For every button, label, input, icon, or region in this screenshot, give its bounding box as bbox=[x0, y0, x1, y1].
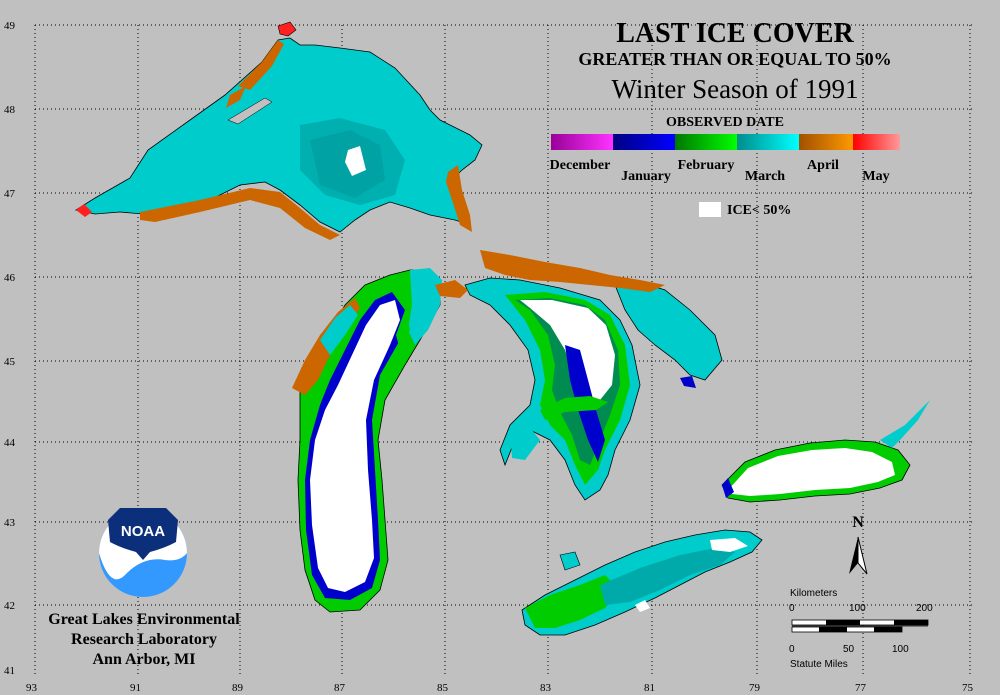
legend-label-december: December bbox=[550, 158, 611, 173]
lon-label-93: 93 bbox=[26, 682, 38, 694]
map-subtitle: GREATER THAN OR EQUAL TO 50% bbox=[578, 49, 891, 69]
map-title: LAST ICE COVER bbox=[616, 18, 854, 49]
lake-michigan bbox=[292, 268, 442, 613]
lat-label-43: 43 bbox=[4, 517, 16, 529]
legend-label-april: April bbox=[807, 158, 839, 173]
longitude-labels: 93 91 89 87 85 83 81 79 77 75 bbox=[26, 682, 974, 694]
lon-label-79: 79 bbox=[749, 682, 761, 694]
scale-bar: Kilometers 0 100 200 0 50 100 Statute Mi… bbox=[789, 588, 933, 670]
credit-line-1: Great Lakes Environmental bbox=[48, 611, 240, 628]
scale-mi-tick-100: 100 bbox=[892, 644, 909, 655]
north-arrow-label: N bbox=[852, 514, 864, 531]
lon-label-75: 75 bbox=[962, 682, 974, 694]
scale-km-label: Kilometers bbox=[790, 588, 837, 599]
lat-label-46: 46 bbox=[4, 272, 16, 284]
legend-ice-swatch bbox=[699, 202, 721, 217]
legend-label-january: January bbox=[621, 169, 671, 184]
noaa-logo: NOAA bbox=[99, 508, 187, 597]
legend-label-march: March bbox=[745, 169, 785, 184]
lon-label-91: 91 bbox=[130, 682, 141, 694]
scale-mi-tick-0: 0 bbox=[789, 644, 795, 655]
legend-swatch-april bbox=[799, 134, 853, 150]
credit-line-2: Research Laboratory bbox=[71, 631, 217, 648]
lat-label-49: 49 bbox=[4, 20, 16, 32]
noaa-logo-text: NOAA bbox=[121, 523, 165, 540]
legend-swatch-december bbox=[551, 134, 613, 150]
legend-swatch-march bbox=[737, 134, 799, 150]
lon-label-83: 83 bbox=[540, 682, 552, 694]
legend-heading: OBSERVED DATE bbox=[666, 115, 784, 130]
lon-label-81: 81 bbox=[644, 682, 655, 694]
legend-swatch-january bbox=[613, 134, 675, 150]
scale-mi-tick-50: 50 bbox=[843, 644, 855, 655]
lon-label-89: 89 bbox=[232, 682, 244, 694]
lon-label-77: 77 bbox=[855, 682, 867, 694]
scale-km-tick-0: 0 bbox=[789, 603, 795, 614]
lat-label-41: 41 bbox=[4, 665, 15, 677]
legend-color-bar bbox=[551, 134, 900, 150]
lake-erie bbox=[521, 529, 763, 636]
lat-label-48: 48 bbox=[4, 104, 16, 116]
scale-km-tick-200: 200 bbox=[916, 603, 933, 614]
scale-km-tick-100: 100 bbox=[849, 603, 866, 614]
lat-label-47: 47 bbox=[4, 188, 16, 200]
legend-swatch-february bbox=[675, 134, 737, 150]
lake-huron bbox=[435, 250, 723, 501]
credit-line-3: Ann Arbor, MI bbox=[93, 651, 196, 668]
lat-label-45: 45 bbox=[4, 356, 16, 368]
legend-ice-label: ICE< 50% bbox=[727, 203, 791, 218]
legend-label-may: May bbox=[862, 169, 889, 184]
lat-label-42: 42 bbox=[4, 600, 15, 612]
lat-label-44: 44 bbox=[4, 437, 16, 449]
north-arrow: N bbox=[849, 514, 868, 575]
legend-label-february: February bbox=[678, 158, 735, 173]
lon-label-87: 87 bbox=[334, 682, 346, 694]
lon-label-85: 85 bbox=[437, 682, 449, 694]
scale-mi-label: Statute Miles bbox=[790, 659, 848, 670]
lake-superior bbox=[74, 21, 483, 240]
legend-swatch-may bbox=[853, 134, 900, 150]
latitude-labels: 49 48 47 46 45 44 43 42 41 bbox=[4, 20, 16, 677]
lake-ontario bbox=[721, 400, 930, 503]
map-season: Winter Season of 1991 bbox=[611, 74, 858, 104]
